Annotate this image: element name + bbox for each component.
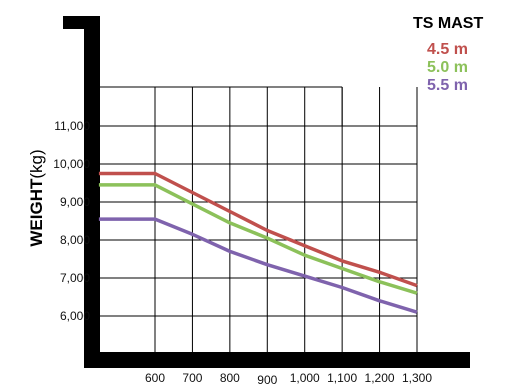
legend-item-2: 5.0 m [427, 59, 468, 76]
y-axis-label-unit: (kg) [27, 149, 46, 178]
series-line-1 [98, 171, 418, 288]
x-tick-label: 600 [145, 371, 165, 385]
y-tick-label: 6,000 [60, 309, 90, 323]
legend: 4.5 m5.0 m5.5 m [427, 41, 468, 94]
series-line-2 [98, 183, 418, 295]
x-tick-label: 1,000 [290, 371, 320, 385]
legend-item-1: 4.5 m [427, 41, 468, 58]
series-lines [98, 171, 418, 314]
x-tick-label: 1,100 [327, 371, 357, 385]
legend-item-3: 5.5 m [427, 77, 468, 94]
y-tick-labels: 6,000 7,000 8,000 9,000 10,000 11,000 [53, 119, 90, 323]
y-tick-label: 7,000 [60, 271, 90, 285]
y-tick-label: 8,000 [60, 233, 90, 247]
legend-title: TS MAST [413, 15, 483, 32]
y-axis-label-bold: WEIGHT [27, 178, 46, 247]
y-axis-label: WEIGHT(kg) [27, 149, 46, 246]
y-tick-label: 9,000 [60, 195, 90, 209]
y-tick-label: 10,000 [53, 157, 90, 171]
x-tick-label: 700 [182, 371, 202, 385]
x-tick-labels: 600 700 800 900 1,000 1,100 1,200 1,300 [145, 371, 432, 386]
y-tick-label: 11,000 [54, 119, 90, 133]
x-tick-label: 900 [257, 373, 277, 386]
x-tick-label: 1,200 [365, 371, 395, 385]
x-tick-label: 800 [220, 371, 240, 385]
x-tick-label: 1,300 [402, 371, 432, 385]
series-line-3 [98, 217, 418, 314]
mast-frame [63, 16, 470, 368]
